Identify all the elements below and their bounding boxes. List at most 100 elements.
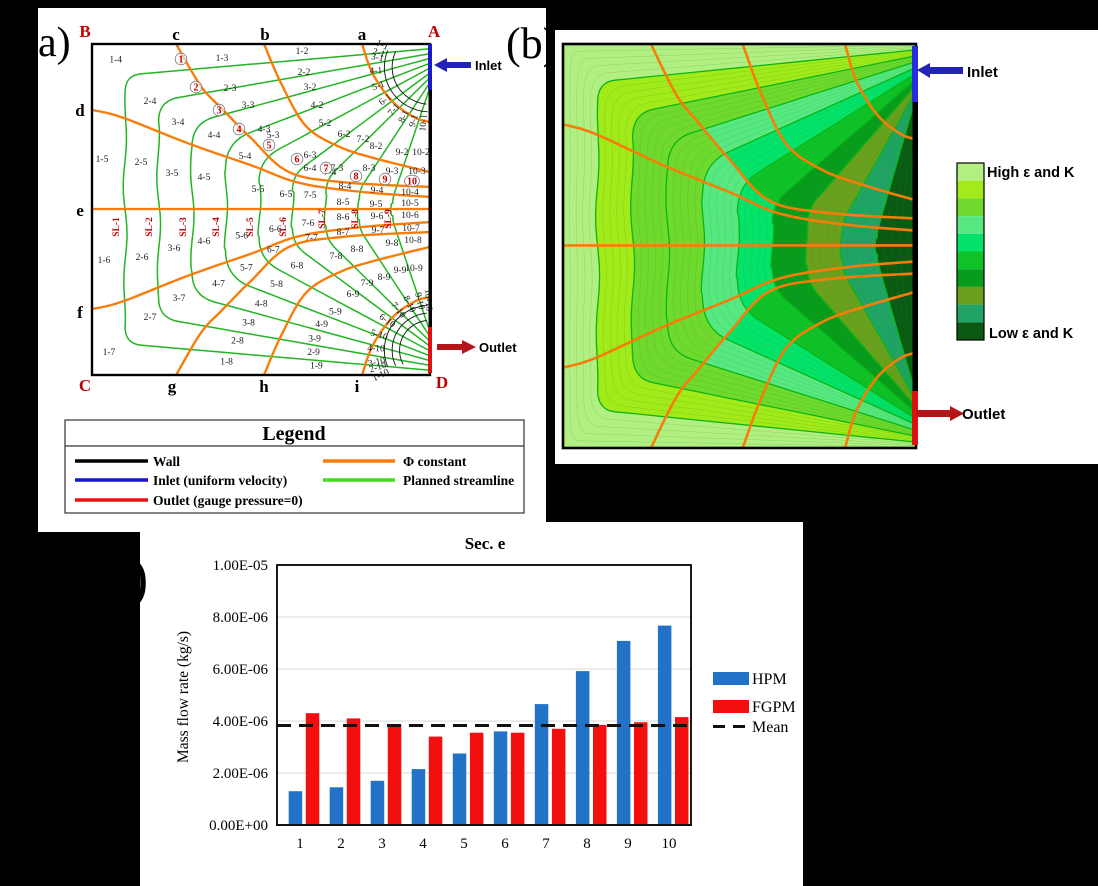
svg-text:7: 7 bbox=[542, 836, 550, 852]
svg-text:SL-9: SL-9 bbox=[384, 209, 394, 229]
svg-text:1-7: 1-7 bbox=[103, 348, 116, 358]
svg-text:2-5: 2-5 bbox=[135, 158, 148, 168]
svg-text:Mass flow rate (kg/s): Mass flow rate (kg/s) bbox=[175, 631, 192, 763]
svg-text:6: 6 bbox=[295, 155, 300, 166]
svg-text:3-3: 3-3 bbox=[242, 101, 255, 111]
svg-text:3: 3 bbox=[217, 106, 222, 117]
svg-text:5-6: 5-6 bbox=[235, 231, 248, 241]
svg-text:4-7: 4-7 bbox=[212, 279, 225, 289]
svg-text:Mean: Mean bbox=[752, 719, 788, 736]
svg-text:10-10: 10-10 bbox=[422, 289, 434, 312]
svg-text:9-10: 9-10 bbox=[412, 292, 426, 312]
svg-text:10-2: 10-2 bbox=[412, 148, 430, 158]
svg-text:2-7: 2-7 bbox=[144, 313, 157, 323]
svg-text:D: D bbox=[436, 373, 448, 392]
svg-text:4-5: 4-5 bbox=[198, 173, 211, 183]
svg-text:2-3: 2-3 bbox=[224, 84, 237, 94]
svg-text:5-4: 5-4 bbox=[239, 152, 252, 162]
svg-text:10: 10 bbox=[407, 177, 417, 188]
svg-text:4-8: 4-8 bbox=[255, 299, 268, 309]
svg-text:3-6: 3-6 bbox=[168, 244, 181, 254]
svg-text:2: 2 bbox=[337, 836, 345, 852]
svg-text:9: 9 bbox=[383, 175, 388, 186]
svg-text:(b): (b) bbox=[506, 19, 546, 68]
svg-text:10-5: 10-5 bbox=[401, 199, 419, 209]
svg-text:Legend: Legend bbox=[262, 423, 325, 445]
svg-text:SL-2: SL-2 bbox=[145, 217, 155, 237]
svg-text:8-5: 8-5 bbox=[337, 198, 350, 208]
svg-text:FGPM: FGPM bbox=[752, 699, 796, 716]
svg-text:Inlet: Inlet bbox=[475, 58, 502, 73]
svg-text:2-2: 2-2 bbox=[298, 68, 311, 78]
svg-text:7-4: 7-4 bbox=[324, 168, 337, 178]
svg-text:5-3: 5-3 bbox=[267, 131, 280, 141]
svg-text:Wall: Wall bbox=[153, 454, 180, 469]
svg-text:8-3: 8-3 bbox=[363, 164, 376, 174]
svg-text:Φ constant: Φ constant bbox=[403, 454, 467, 469]
svg-text:9-7: 9-7 bbox=[372, 226, 385, 236]
svg-text:3-7: 3-7 bbox=[173, 294, 186, 304]
svg-text:Low ε and K: Low ε and K bbox=[989, 326, 1074, 342]
svg-text:3-5: 3-5 bbox=[166, 169, 179, 179]
svg-text:8-7: 8-7 bbox=[337, 228, 350, 238]
svg-text:4: 4 bbox=[237, 125, 242, 136]
svg-text:3: 3 bbox=[378, 836, 386, 852]
svg-text:7-8: 7-8 bbox=[330, 252, 343, 262]
svg-text:1: 1 bbox=[179, 55, 184, 66]
svg-text:6-4: 6-4 bbox=[304, 164, 317, 174]
svg-text:5-2: 5-2 bbox=[319, 119, 332, 129]
svg-text:h: h bbox=[259, 377, 269, 396]
svg-text:6.00E-06: 6.00E-06 bbox=[213, 662, 269, 678]
svg-text:d: d bbox=[75, 101, 85, 120]
svg-text:4-10: 4-10 bbox=[367, 344, 385, 355]
svg-text:5-10: 5-10 bbox=[369, 328, 389, 343]
svg-text:f: f bbox=[77, 303, 83, 322]
svg-text:SL-7: SL-7 bbox=[318, 209, 328, 229]
svg-text:HPM: HPM bbox=[752, 671, 787, 688]
svg-text:5-7: 5-7 bbox=[240, 263, 253, 273]
svg-text:5-1: 5-1 bbox=[371, 80, 387, 94]
svg-text:c: c bbox=[172, 25, 180, 44]
svg-text:4: 4 bbox=[419, 836, 427, 852]
svg-text:Planned streamline: Planned streamline bbox=[403, 473, 514, 488]
svg-text:4-3: 4-3 bbox=[258, 125, 271, 135]
svg-text:2: 2 bbox=[194, 83, 199, 94]
svg-text:1: 1 bbox=[296, 836, 304, 852]
svg-text:5-5: 5-5 bbox=[252, 185, 265, 195]
svg-text:10: 10 bbox=[662, 836, 677, 852]
svg-text:Inlet: Inlet bbox=[967, 64, 998, 81]
svg-text:6-7: 6-7 bbox=[267, 245, 280, 255]
svg-text:10-1: 10-1 bbox=[418, 114, 429, 132]
svg-text:1-8: 1-8 bbox=[220, 358, 233, 368]
svg-text:C: C bbox=[79, 376, 91, 395]
svg-text:8: 8 bbox=[583, 836, 591, 852]
svg-text:Outlet: Outlet bbox=[479, 340, 517, 355]
svg-text:4-9: 4-9 bbox=[315, 320, 328, 330]
svg-text:4-1: 4-1 bbox=[369, 66, 383, 77]
svg-text:6-9: 6-9 bbox=[347, 290, 360, 300]
svg-text:Inlet (uniform velocity): Inlet (uniform velocity) bbox=[153, 473, 287, 488]
svg-text:7-2: 7-2 bbox=[357, 135, 370, 145]
svg-text:Outlet: Outlet bbox=[962, 406, 1005, 423]
svg-text:1-1: 1-1 bbox=[374, 38, 390, 53]
svg-text:5-9: 5-9 bbox=[329, 307, 342, 317]
svg-text:10-6: 10-6 bbox=[401, 211, 419, 221]
svg-text:2-1: 2-1 bbox=[371, 47, 386, 60]
svg-text:6-8: 6-8 bbox=[291, 262, 304, 272]
svg-text:1-4: 1-4 bbox=[109, 56, 122, 66]
svg-text:9-6: 9-6 bbox=[371, 212, 384, 222]
svg-text:2-9: 2-9 bbox=[307, 348, 320, 358]
svg-text:8: 8 bbox=[354, 172, 359, 183]
svg-text:2-6: 2-6 bbox=[136, 253, 149, 263]
svg-text:SL-6: SL-6 bbox=[279, 217, 289, 237]
svg-text:8.00E-06: 8.00E-06 bbox=[213, 610, 269, 626]
svg-text:e: e bbox=[76, 201, 84, 220]
svg-text:9-8: 9-8 bbox=[386, 239, 399, 249]
svg-text:A: A bbox=[428, 22, 441, 41]
svg-text:SL-5: SL-5 bbox=[246, 217, 256, 237]
svg-text:10-3: 10-3 bbox=[408, 167, 426, 177]
svg-text:9-2: 9-2 bbox=[396, 148, 409, 158]
svg-text:5-8: 5-8 bbox=[270, 280, 283, 290]
svg-text:g: g bbox=[168, 377, 177, 396]
svg-text:8-2: 8-2 bbox=[370, 142, 383, 152]
